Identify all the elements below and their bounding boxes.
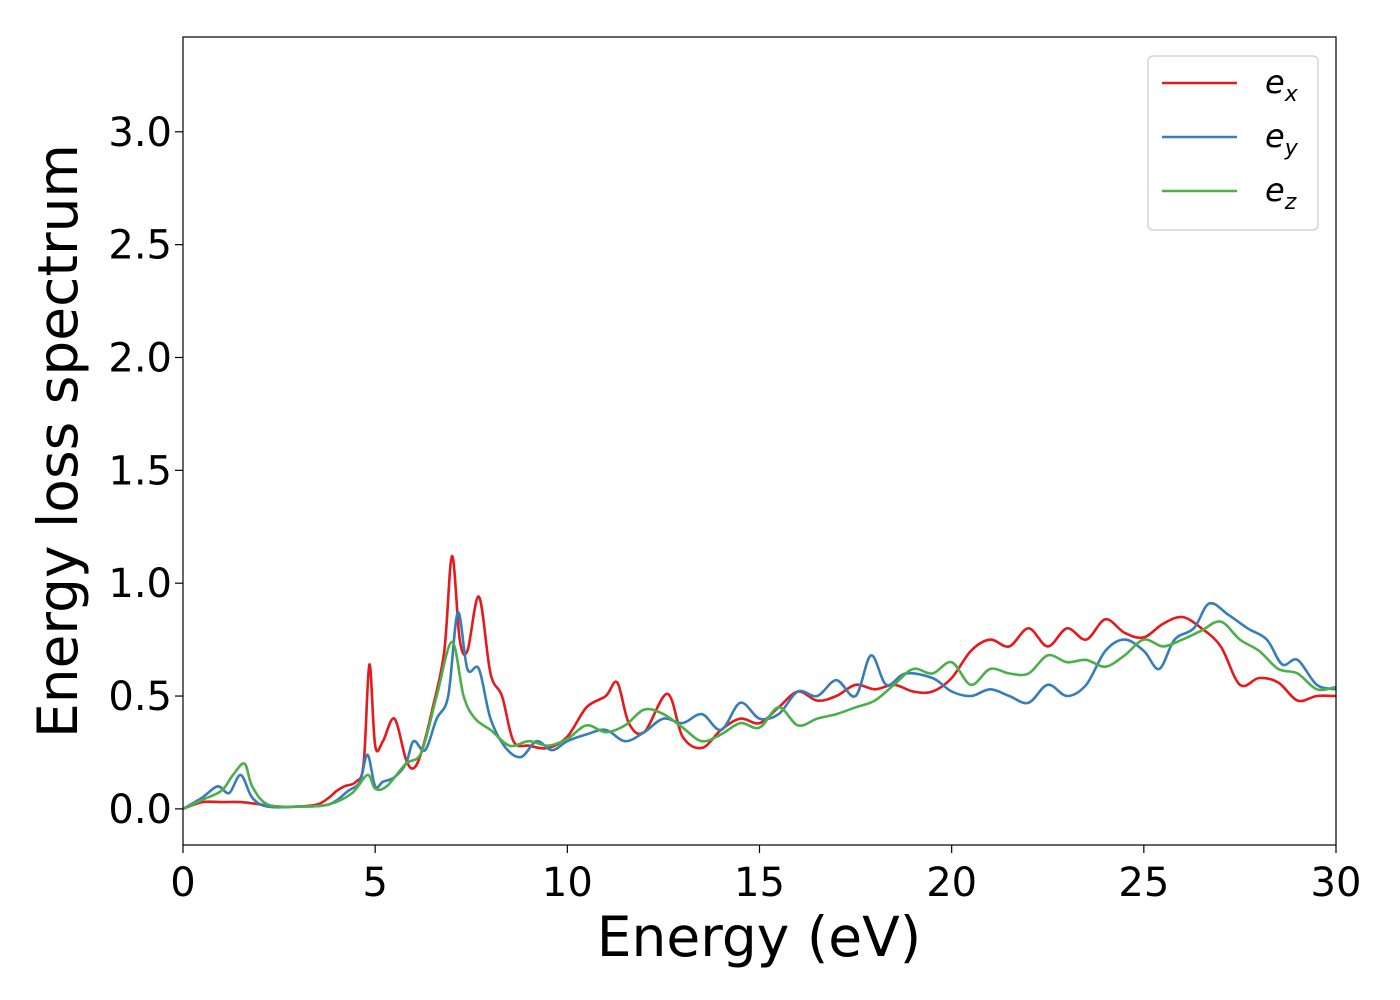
x-tick-label: 10 — [542, 860, 593, 906]
x-tick-label: 20 — [926, 860, 977, 906]
y-axis-label: Energy loss spectrum — [26, 144, 90, 738]
legend-box — [1147, 55, 1319, 231]
y-tick-label: 0.5 — [108, 674, 172, 720]
x-tick-label: 30 — [1311, 860, 1362, 906]
x-tick-label: 15 — [734, 860, 785, 906]
x-axis-label: Energy (eV) — [597, 905, 921, 969]
y-tick-label: 1.0 — [108, 561, 172, 607]
series-line-x — [183, 554, 1336, 811]
y-tick-label: 1.5 — [108, 448, 172, 494]
y-tick-label: 2.0 — [108, 335, 172, 381]
x-axis-ticks: 0 5 10 15 20 25 30 — [170, 845, 1361, 906]
y-tick-label: 2.5 — [108, 223, 172, 269]
y-tick-label: 0.0 — [108, 787, 172, 833]
y-tick-label: 3.0 — [108, 110, 172, 156]
series-line-z — [183, 620, 1336, 811]
y-axis-ticks: 0.0 0.5 1.0 1.5 2.0 2.5 3.0 — [108, 110, 183, 833]
series-line-y — [183, 601, 1336, 811]
x-tick-label: 0 — [170, 860, 195, 906]
x-tick-label: 5 — [362, 860, 387, 906]
x-tick-label: 25 — [1118, 860, 1169, 906]
series-lines — [183, 554, 1336, 811]
